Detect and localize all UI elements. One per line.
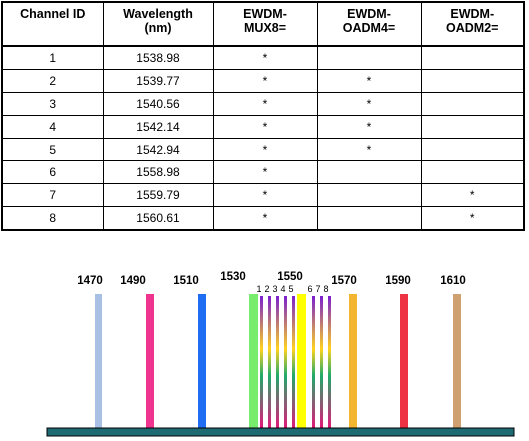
dwdm-bar-8	[328, 296, 331, 429]
dwdm-bar-4	[284, 296, 287, 429]
cwdm-label-1570: 1570	[331, 275, 357, 287]
cell-oadm2	[420, 137, 525, 162]
cwdm-bar-1510	[198, 294, 206, 429]
dwdm-bar-3	[276, 296, 279, 429]
cwdm-label-1550: 1550	[277, 271, 303, 283]
cwdm-label-1590: 1590	[385, 275, 411, 287]
cell-mux8: *	[212, 137, 318, 162]
table-row: 2 1539.77 * *	[1, 68, 525, 93]
header-ewdm-oadm4: EWDM- OADM4=	[316, 1, 422, 47]
dwdm-number-5: 5	[288, 284, 293, 294]
cell-wavelength: 1542.94	[102, 137, 214, 162]
dwdm-number-3: 3	[272, 284, 277, 294]
cell-oadm2: *	[420, 206, 525, 231]
cell-oadm4: *	[316, 91, 422, 116]
header-ewdm-oadm2: EWDM- OADM2=	[420, 1, 525, 47]
dwdm-number-1: 1	[256, 284, 261, 294]
cell-wavelength: 1558.98	[102, 160, 214, 185]
cell-mux8: *	[212, 183, 318, 208]
dwdm-number-7: 7	[315, 284, 320, 294]
cell-oadm2	[420, 160, 525, 185]
cell-wavelength: 1559.79	[102, 183, 214, 208]
cell-channel-id: 5	[1, 137, 104, 162]
cell-oadm4: *	[316, 114, 422, 139]
table-row: 3 1540.56 * *	[1, 91, 525, 116]
cwdm-label-1470: 1470	[77, 275, 103, 287]
table-row: 1 1538.98 *	[1, 45, 525, 70]
cell-wavelength: 1540.56	[102, 91, 214, 116]
header-wavelength: Wavelength (nm)	[102, 1, 214, 47]
dwdm-number-8: 8	[323, 284, 328, 294]
cell-oadm4	[316, 206, 422, 231]
cell-mux8: *	[212, 206, 318, 231]
dwdm-number-4: 4	[280, 284, 285, 294]
cell-oadm2	[420, 45, 525, 70]
cwdm-label-1530: 1530	[220, 271, 246, 283]
cwdm-bar-1590	[400, 294, 408, 429]
table-row: 4 1542.14 * *	[1, 114, 525, 139]
cell-mux8: *	[212, 68, 318, 93]
cell-oadm4	[316, 183, 422, 208]
table-row: 5 1542.94 * *	[1, 137, 525, 162]
table-row: 7 1559.79 * *	[1, 183, 525, 208]
cwdm-bar-1470	[95, 294, 102, 429]
dwdm-bar-7	[320, 296, 323, 429]
cell-wavelength: 1542.14	[102, 114, 214, 139]
wavelength-spectrum-diagram: 1470 1490 1510 1530 1550 1570 1590 1610 …	[46, 271, 515, 437]
channel-table: Channel ID Wavelength (nm) EWDM- MUX8= EWD…	[1, 1, 525, 232]
table-header-row: Channel ID Wavelength (nm) EWDM- MUX8= EWD…	[1, 1, 525, 47]
cell-oadm4: *	[316, 137, 422, 162]
channel-table-container: Channel ID Wavelength (nm) EWDM- MUX8= EWD…	[1, 1, 525, 232]
table-row: 8 1560.61 * *	[1, 206, 525, 231]
cwdm-label-1490: 1490	[120, 275, 146, 287]
dwdm-bar-6	[312, 296, 315, 429]
cwdm-bar-1550	[297, 294, 306, 429]
cell-wavelength: 1560.61	[102, 206, 214, 231]
dwdm-number-6: 6	[307, 284, 312, 294]
cell-channel-id: 1	[1, 45, 104, 70]
cell-mux8: *	[212, 91, 318, 116]
cwdm-bar-1490	[146, 294, 154, 429]
cwdm-bar-1570	[349, 294, 357, 429]
cell-oadm4	[316, 160, 422, 185]
cwdm-bar-1530	[249, 294, 258, 429]
spectrum-baseline	[46, 427, 515, 437]
cell-channel-id: 8	[1, 206, 104, 231]
header-ewdm-mux8: EWDM- MUX8=	[212, 1, 318, 47]
cell-channel-id: 7	[1, 183, 104, 208]
cell-channel-id: 6	[1, 160, 104, 185]
header-channel-id: Channel ID	[1, 1, 104, 47]
cell-channel-id: 3	[1, 91, 104, 116]
cell-mux8: *	[212, 160, 318, 185]
cell-oadm2	[420, 114, 525, 139]
cell-oadm2	[420, 68, 525, 93]
cell-channel-id: 4	[1, 114, 104, 139]
cwdm-label-1610: 1610	[440, 275, 466, 287]
dwdm-number-2: 2	[264, 284, 269, 294]
cell-oadm4: *	[316, 68, 422, 93]
dwdm-bar-1	[260, 296, 263, 429]
cell-oadm2	[420, 91, 525, 116]
cwdm-bar-1610	[453, 294, 461, 429]
cell-oadm2: *	[420, 183, 525, 208]
dwdm-bar-5	[292, 296, 295, 429]
cell-mux8: *	[212, 45, 318, 70]
cell-mux8: *	[212, 114, 318, 139]
cell-oadm4	[316, 45, 422, 70]
cell-wavelength: 1539.77	[102, 68, 214, 93]
dwdm-bar-2	[268, 296, 271, 429]
cell-wavelength: 1538.98	[102, 45, 214, 70]
table-row: 6 1558.98 *	[1, 160, 525, 185]
cwdm-label-1510: 1510	[173, 275, 199, 287]
cell-channel-id: 2	[1, 68, 104, 93]
